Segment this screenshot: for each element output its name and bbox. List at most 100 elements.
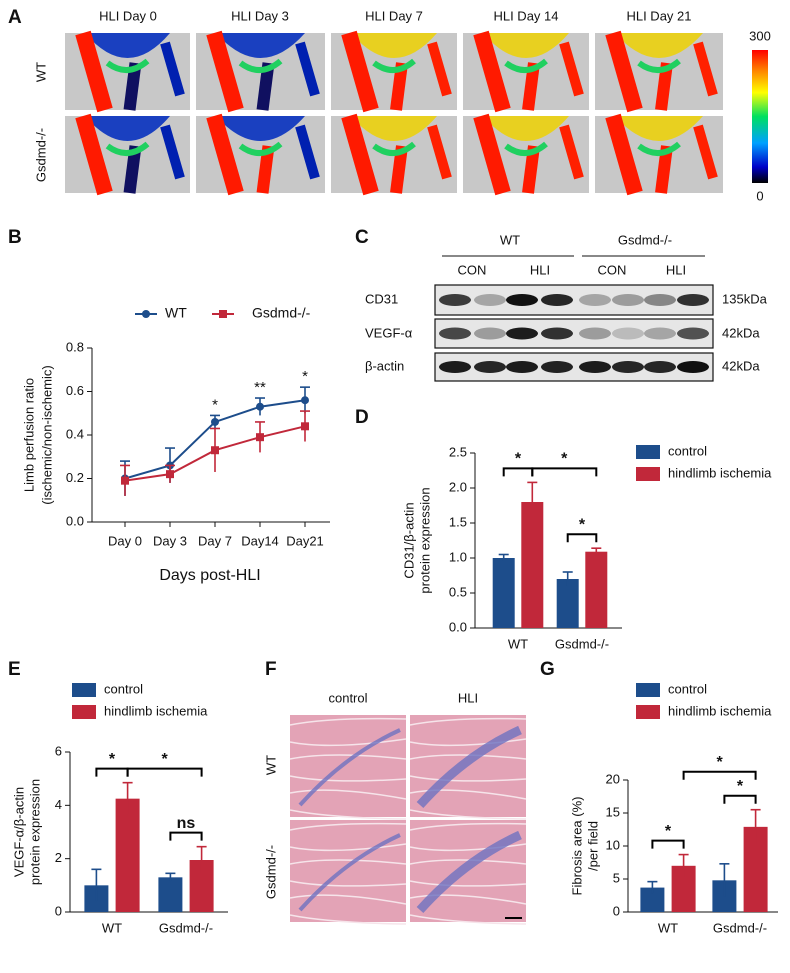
significance-bracket: [566, 533, 598, 543]
blot-band: [644, 294, 676, 306]
y-tick-label: 0: [55, 903, 62, 918]
significance-bracket: [682, 770, 757, 780]
significance-bracket: [169, 831, 203, 841]
size-label: 42kDa: [722, 325, 760, 340]
marker: [301, 396, 309, 405]
significance: *: [212, 396, 218, 413]
blot-band: [677, 361, 709, 373]
blot-band: [506, 294, 538, 306]
image-body: [85, 33, 170, 58]
row-label: WT: [263, 755, 278, 775]
image-limb: [504, 58, 548, 73]
image-limb: [372, 58, 416, 73]
significance-bracket: [126, 767, 203, 777]
bar: [115, 798, 140, 912]
blot-band: [474, 361, 506, 373]
fiber-border: [409, 894, 527, 905]
significance: **: [254, 379, 266, 396]
panel-letter: G: [540, 659, 555, 680]
panel-letter: A: [8, 7, 22, 28]
blot-band: [506, 361, 538, 373]
image-body: [483, 116, 569, 141]
image-limb: [341, 30, 379, 113]
legend-label: control: [104, 681, 143, 696]
image-limb: [160, 124, 185, 180]
y-axis-label: Fibrosis area (%): [569, 797, 584, 896]
fibrosis: [416, 830, 522, 914]
image-limb: [295, 124, 320, 180]
row-label: β-actin: [365, 358, 404, 373]
y-axis-label: /per field: [585, 821, 600, 871]
marker: [256, 433, 264, 442]
blot-band: [612, 361, 644, 373]
legend-swatch: [72, 705, 96, 719]
blot-strip: [434, 284, 714, 316]
y-tick-label: 0.0: [449, 619, 467, 634]
fiber-border: [289, 914, 407, 925]
bar: [521, 502, 544, 628]
group-label: Gsdmd-/-: [618, 232, 672, 247]
x-tick-label: WT: [102, 920, 122, 935]
colorbar: [752, 50, 768, 183]
legend-label: hindlimb ischemia: [104, 703, 208, 718]
fiber-border: [409, 775, 527, 782]
blot-band: [612, 327, 644, 340]
image-limb: [238, 141, 283, 156]
image-limb: [605, 113, 643, 196]
y-tick-label: 0.0: [66, 513, 84, 528]
image-limb: [693, 41, 718, 97]
y-axis-label: (ischemic/non-ischemic): [39, 365, 54, 504]
panel-letter: D: [355, 407, 369, 428]
image-limb: [427, 41, 452, 97]
x-tick-label: WT: [658, 920, 678, 935]
legend-swatch: [636, 445, 660, 459]
image-limb: [206, 30, 244, 113]
x-tick-label: Day 7: [198, 533, 232, 548]
blot-band: [474, 327, 506, 340]
row-label: Gsdmd-/-: [33, 128, 48, 182]
colorbar-label: 300: [749, 28, 771, 43]
western-blot: [434, 284, 714, 382]
image-limb: [473, 113, 511, 196]
y-tick-label: 0: [613, 903, 620, 918]
marker: [166, 470, 174, 479]
y-tick-label: 6: [55, 743, 62, 758]
marker: [211, 417, 219, 426]
image-limb: [637, 141, 681, 156]
size-label: 135kDa: [722, 291, 768, 306]
image-limb: [559, 41, 584, 97]
legend-marker: [142, 310, 150, 318]
image-body: [351, 116, 437, 141]
significance: *: [161, 751, 168, 768]
blot-band: [579, 361, 611, 373]
panel-letter: F: [265, 659, 277, 680]
significance-bracket: [723, 794, 757, 804]
fibrosis: [416, 725, 522, 809]
blot-band: [541, 294, 573, 306]
y-tick-label: 2: [55, 850, 62, 865]
histology-images: [289, 715, 527, 925]
fiber-border: [409, 717, 527, 726]
blot-band: [506, 327, 538, 340]
blot-strip: [434, 318, 714, 349]
image-limb: [637, 58, 681, 73]
image-limb: [105, 141, 150, 156]
y-tick-label: 4: [55, 797, 62, 812]
image-limb: [206, 113, 244, 196]
fiber-border: [289, 789, 407, 800]
image-limb: [504, 141, 548, 156]
lane-label: CON: [458, 262, 487, 277]
perfusion-images: [65, 30, 723, 196]
legend-label: control: [668, 681, 707, 696]
significance-bracket: [531, 467, 598, 477]
image-limb: [105, 58, 150, 73]
legend-label: hindlimb ischemia: [668, 465, 772, 480]
lane-label: CON: [598, 262, 627, 277]
y-axis-label: CD31/β-actin: [401, 502, 416, 578]
x-tick-label: Gsdmd-/-: [555, 636, 609, 651]
x-tick-label: Gsdmd-/-: [713, 920, 767, 935]
fiber-border: [289, 894, 407, 905]
legend-label: hindlimb ischemia: [668, 703, 772, 718]
fiber-border: [409, 789, 527, 800]
image-limb: [160, 41, 185, 97]
